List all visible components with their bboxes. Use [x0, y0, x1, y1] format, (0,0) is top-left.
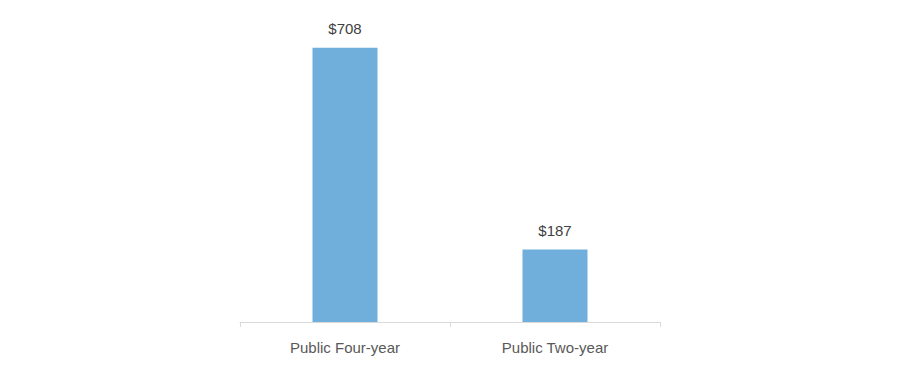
svg-text:$187: $187 [538, 222, 571, 239]
svg-text:Public Four-year: Public Four-year [290, 339, 400, 356]
svg-text:$708: $708 [328, 20, 361, 37]
svg-text:Public Two-year: Public Two-year [502, 339, 608, 356]
